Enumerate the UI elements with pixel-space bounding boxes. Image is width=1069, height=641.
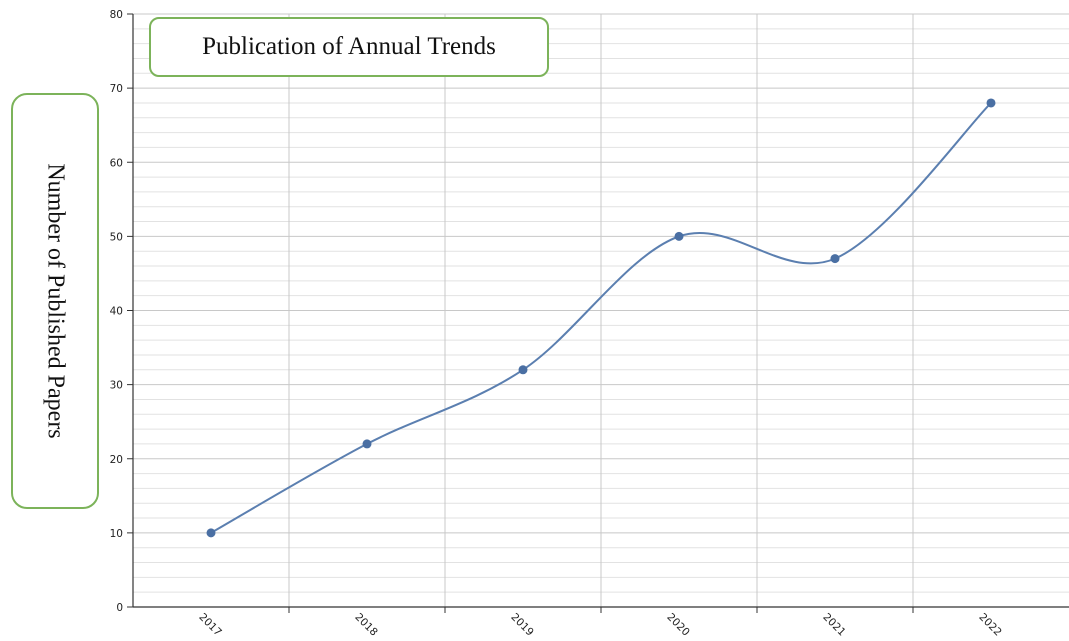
x-tick-label: 2021 <box>820 611 847 638</box>
data-point-2020 <box>674 231 684 241</box>
y-tick-label: 10 <box>110 528 123 540</box>
y-tick-label: 0 <box>116 602 123 614</box>
y-tick-label: 80 <box>110 9 123 21</box>
y-axis-label: Number of Published Papers <box>42 163 69 439</box>
x-tick-label: 2022 <box>976 611 1003 638</box>
y-tick-label: 50 <box>110 231 123 243</box>
chart-title: Publication of Annual Trends <box>202 33 496 60</box>
x-tick-label: 2020 <box>664 611 691 638</box>
data-point-2022 <box>986 98 996 108</box>
series-line <box>210 102 992 534</box>
data-point-2017 <box>206 528 216 538</box>
x-tick-label: 2019 <box>508 611 535 638</box>
y-tick-label: 40 <box>110 306 123 318</box>
data-point-2021 <box>830 254 840 264</box>
data-point-2019 <box>518 365 528 375</box>
x-tick-label: 2017 <box>196 611 223 638</box>
y-tick-label: 20 <box>110 454 123 466</box>
y-tick-label: 60 <box>110 157 123 169</box>
series <box>206 98 996 538</box>
x-tick-label: 2018 <box>352 611 379 638</box>
y-axis-label-box: Number of Published Papers <box>11 93 99 509</box>
data-point-2018 <box>362 439 372 449</box>
grid <box>133 13 1069 607</box>
chart-title-box: Publication of Annual Trends <box>149 17 549 77</box>
y-tick-label: 30 <box>110 380 123 392</box>
y-tick-label: 70 <box>110 83 123 95</box>
